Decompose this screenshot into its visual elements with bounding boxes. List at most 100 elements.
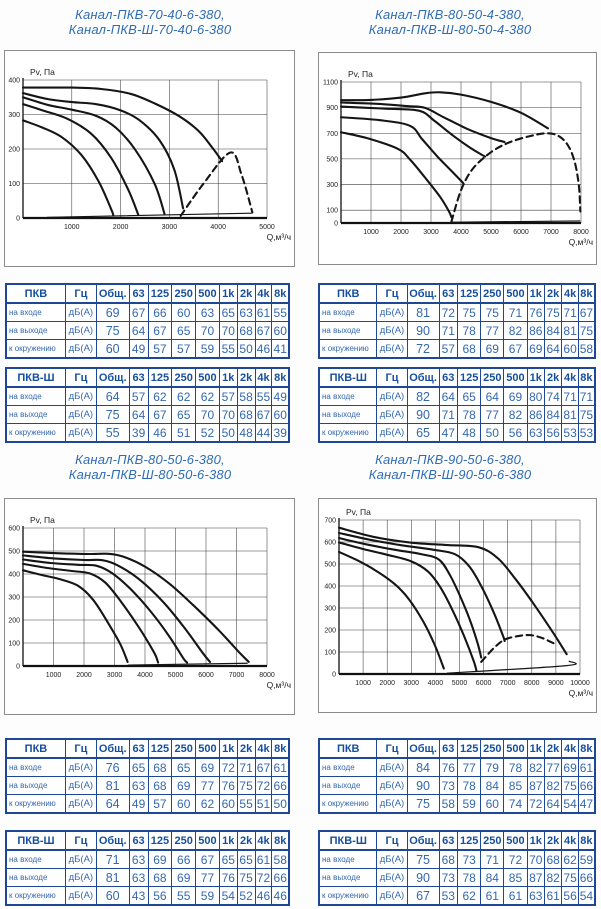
band-level-value: 67 <box>577 302 596 322</box>
band-level-value: 69 <box>147 849 173 869</box>
unit-label: дБ(А) <box>376 405 408 424</box>
chart-title-line2: Канал-ПКВ-Ш-80-50-4-380 <box>368 22 532 37</box>
unit-label: дБ(А) <box>376 757 408 777</box>
band-level-value: 44 <box>254 423 273 443</box>
curve-3 <box>21 96 166 215</box>
overall-level-value: 82 <box>406 386 440 406</box>
measurement-point-label: на выходе <box>5 321 66 340</box>
band-level-value: 78 <box>457 776 482 795</box>
measurement-point-label: на входе <box>318 302 378 322</box>
band-level-value: 67 <box>195 849 220 869</box>
band-level-value: 55 <box>271 302 290 322</box>
overall-level-value: 81 <box>95 776 130 795</box>
y-tick-label: 300 <box>8 112 20 119</box>
freq-band-header: 250 <box>171 830 197 851</box>
y-tick-label: 700 <box>326 131 338 138</box>
overall-level-value: 60 <box>95 886 130 906</box>
noise-table-row: к окружению дБ(А) 55 39 46 51 52 50 48 44 39 <box>5 423 290 443</box>
noise-table-row: на входе дБ(А) 81 72 75 75 71 76 75 71 67 <box>318 302 596 322</box>
band-level-value: 67 <box>128 302 149 322</box>
band-level-value: 61 <box>480 886 505 906</box>
band-level-value: 71 <box>503 302 528 322</box>
unit-label: дБ(А) <box>64 339 97 359</box>
band-level-value: 84 <box>543 321 563 340</box>
band-level-value: 58 <box>236 386 256 406</box>
x-tick-label: 3000 <box>107 672 123 679</box>
overall-level-value: 90 <box>406 405 440 424</box>
band-level-value: 73 <box>438 868 459 887</box>
freq-band-header: 1k <box>526 283 545 304</box>
measurement-point-label: к окружению <box>5 339 66 359</box>
band-level-value: 84 <box>543 405 563 424</box>
band-level-value: 56 <box>561 886 579 906</box>
measurement-point-label: на выходе <box>318 405 378 424</box>
fan-curve-chart: 0 100 200 300 400 500 600 1000 2000 3000 4000 5000 6… <box>4 498 295 715</box>
measurement-point-label: на входе <box>5 386 66 406</box>
band-level-value: 61 <box>254 302 273 322</box>
band-level-value: 50 <box>236 339 256 359</box>
chart-title-line1: Канал-ПКВ-80-50-4-380, <box>375 7 525 22</box>
band-level-value: 69 <box>480 339 505 359</box>
band-level-value: 68 <box>236 405 256 424</box>
band-level-value: 52 <box>236 886 256 906</box>
band-level-value: 85 <box>503 776 528 795</box>
freq-band-header: 8k <box>271 738 290 759</box>
noise-table-row: к окружению дБ(А) 67 53 62 61 61 63 61 56 54 <box>318 886 596 906</box>
y-tick-label: 0 <box>332 672 336 679</box>
x-tick-label: 5000 <box>483 229 499 236</box>
band-level-value: 81 <box>561 321 579 340</box>
band-level-value: 68 <box>457 339 482 359</box>
band-level-value: 46 <box>254 886 273 906</box>
band-level-value: 50 <box>271 794 290 814</box>
freq-band-header: 63 <box>128 367 149 388</box>
freq-band-header: 250 <box>480 367 505 388</box>
band-level-value: 65 <box>171 405 197 424</box>
band-level-value: 65 <box>236 849 256 869</box>
band-level-value: 59 <box>195 886 220 906</box>
band-level-value: 72 <box>254 868 273 887</box>
band-level-value: 66 <box>271 776 290 795</box>
unit-label: дБ(А) <box>64 321 97 340</box>
curves <box>339 91 582 223</box>
x-tick-label: 3000 <box>162 224 178 231</box>
band-level-value: 67 <box>254 321 273 340</box>
y-tick-label: 0 <box>16 664 20 671</box>
band-level-value: 64 <box>480 386 505 406</box>
freq-band-header: 500 <box>195 367 220 388</box>
band-level-value: 51 <box>254 794 273 814</box>
axes <box>338 518 580 676</box>
band-level-value: 49 <box>271 386 290 406</box>
freq-band-header: 125 <box>457 283 482 304</box>
unit-label: дБ(А) <box>376 386 408 406</box>
curve-3 <box>21 558 189 664</box>
unit-label: дБ(А) <box>64 849 97 869</box>
freq-band-header: Гц <box>64 367 97 388</box>
y-tick-label: 100 <box>324 650 336 657</box>
band-level-value: 69 <box>171 776 197 795</box>
y-tick-label: 100 <box>8 181 20 188</box>
measurement-point-label: на выходе <box>5 405 66 424</box>
chart-title-line1: Канал-ПКВ-80-50-6-380, <box>75 452 225 467</box>
overall-level-value: 60 <box>95 339 130 359</box>
band-level-value: 87 <box>526 776 545 795</box>
fan-curve-chart: 0 100 200 300 400 500 600 700 1000 2000 3000 4000 50… <box>318 498 597 713</box>
band-level-value: 68 <box>438 849 459 869</box>
curve-2 <box>339 101 506 144</box>
noise-table-row: к окружению дБ(А) 60 49 57 57 59 55 50 46 41 <box>5 339 290 359</box>
baseline <box>451 220 581 223</box>
y-axis-title: Pv, Па <box>30 515 55 525</box>
band-level-value: 76 <box>218 868 238 887</box>
y-tick-label: 0 <box>16 216 20 223</box>
band-level-value: 72 <box>218 757 238 777</box>
freq-band-header: Общ. <box>95 738 130 759</box>
band-level-value: 60 <box>171 794 197 814</box>
axes <box>22 78 267 220</box>
freq-band-header: 63 <box>438 283 459 304</box>
band-level-value: 68 <box>236 321 256 340</box>
x-tick-label: 7000 <box>500 680 516 687</box>
band-level-value: 49 <box>128 794 149 814</box>
freq-band-header: 2k <box>543 367 563 388</box>
baseline <box>127 662 248 666</box>
overall-level-value: 75 <box>95 321 130 340</box>
